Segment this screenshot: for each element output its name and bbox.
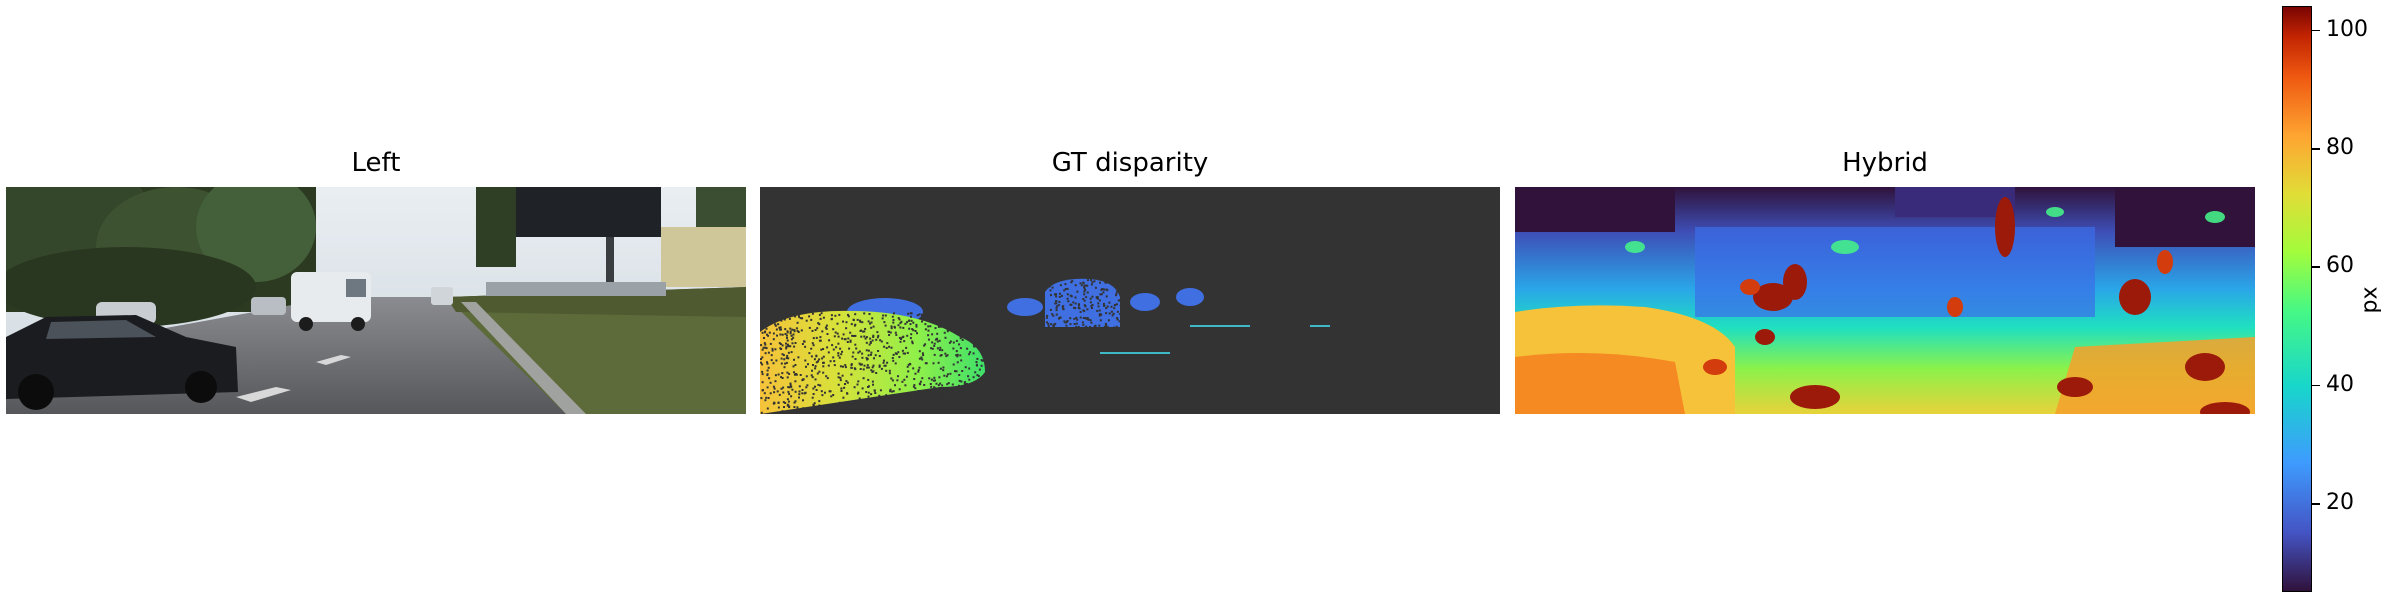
colorbar-tick-mark	[2312, 384, 2320, 387]
colorbar-tick-label: 40	[2326, 371, 2354, 397]
colorbar-tick-mark	[2312, 29, 2320, 32]
left-panel-title: Left	[351, 148, 401, 178]
colorbar-tick-label: 80	[2326, 135, 2354, 161]
hybrid-panel-title: Hybrid	[1842, 148, 1928, 178]
colorbar-label: px	[2357, 286, 2383, 314]
gt-disparity-map	[760, 187, 1500, 414]
colorbar	[2282, 6, 2312, 592]
gt-disparity-panel-title: GT disparity	[1051, 148, 1209, 178]
colorbar-tick-label: 100	[2326, 16, 2368, 42]
left-image	[6, 187, 746, 414]
colorbar-tick-mark	[2312, 266, 2320, 268]
colorbar-tick-label: 60	[2326, 253, 2354, 279]
colorbar-tick-mark	[2312, 148, 2320, 150]
hybrid-disparity-map	[1515, 187, 2255, 414]
colorbar-tick-label: 20	[2326, 490, 2354, 516]
colorbar-tick-mark	[2312, 503, 2320, 505]
